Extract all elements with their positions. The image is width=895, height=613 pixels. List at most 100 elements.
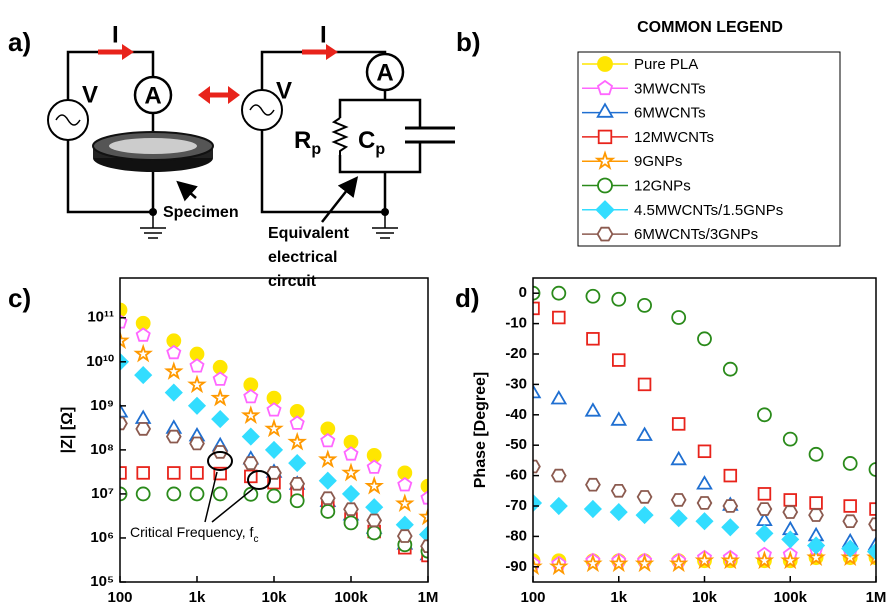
resistor-subscript: p xyxy=(311,141,321,158)
marker xyxy=(187,396,207,415)
marker xyxy=(755,524,774,543)
marker xyxy=(721,518,740,537)
marker xyxy=(166,486,182,502)
marker xyxy=(552,310,566,325)
y-tick-label: -30 xyxy=(505,375,527,392)
y-tick-label: 10¹⁰ xyxy=(86,353,114,370)
y-axis-label: |Z| [Ω] xyxy=(59,407,76,454)
marker xyxy=(135,422,152,436)
marker xyxy=(669,509,688,528)
marker xyxy=(164,383,183,402)
current-label: I xyxy=(320,21,327,48)
marker xyxy=(212,486,228,502)
resistor-symbol: R xyxy=(294,127,311,154)
marker xyxy=(696,475,713,490)
marker xyxy=(189,436,205,451)
marker xyxy=(289,476,306,491)
marker xyxy=(636,490,653,504)
y-tick-label: -90 xyxy=(505,558,527,575)
marker xyxy=(757,487,772,501)
resistor-label: Rp xyxy=(294,127,321,158)
marker xyxy=(318,471,337,490)
marker xyxy=(583,553,603,573)
marker xyxy=(695,512,714,531)
legend-title: COMMON LEGEND xyxy=(637,19,783,36)
panel-label: c) xyxy=(8,283,31,313)
source-label: V xyxy=(276,77,292,104)
marker xyxy=(187,374,207,394)
marker xyxy=(634,553,655,573)
marker xyxy=(212,371,228,386)
marker xyxy=(166,344,182,360)
marker xyxy=(533,383,542,399)
capacitor-subscript: p xyxy=(375,141,385,158)
legend-label: 12MWCNTs xyxy=(634,129,714,146)
marker xyxy=(343,446,359,461)
marker xyxy=(341,484,361,503)
meter-label: A xyxy=(144,82,161,109)
marker xyxy=(420,478,428,494)
x-tick-label: 100k xyxy=(774,589,808,606)
marker xyxy=(783,493,798,507)
marker xyxy=(597,56,613,72)
x-tick-label: 10k xyxy=(692,589,718,606)
marker xyxy=(120,330,130,350)
marker xyxy=(134,366,153,385)
equivalent-label: electrical xyxy=(268,249,337,266)
marker xyxy=(210,387,230,407)
marker xyxy=(366,459,382,474)
marker xyxy=(551,285,567,301)
marker xyxy=(120,403,129,418)
equivalent-label: Equivalent xyxy=(268,225,350,242)
y-tick-label: -80 xyxy=(505,527,527,544)
marker xyxy=(189,486,205,502)
marker xyxy=(120,416,128,431)
marker xyxy=(583,499,602,519)
marker xyxy=(697,444,712,459)
plot-area xyxy=(120,302,428,563)
marker xyxy=(723,468,738,483)
marker xyxy=(609,503,628,522)
marker xyxy=(597,177,613,194)
legend-box xyxy=(577,51,841,247)
marker xyxy=(135,486,151,502)
marker xyxy=(585,288,601,304)
marker xyxy=(533,459,541,474)
source-label: V xyxy=(82,81,98,108)
marker xyxy=(418,525,428,544)
marker xyxy=(671,417,686,431)
marker xyxy=(242,456,259,471)
marker xyxy=(395,493,415,512)
marker xyxy=(366,525,382,541)
marker xyxy=(808,508,824,522)
marker xyxy=(211,410,230,429)
marker xyxy=(318,449,338,468)
y-tick-label: 10⁷ xyxy=(91,485,114,502)
marker xyxy=(595,200,615,220)
x-tick-label: 1k xyxy=(610,589,627,606)
y-tick-label: -10 xyxy=(505,315,527,332)
marker xyxy=(866,542,876,561)
circuit-left: I V A Specimen xyxy=(47,21,239,239)
marker xyxy=(842,456,858,471)
x-tick-label: 100k xyxy=(334,589,368,606)
marker xyxy=(610,411,628,426)
x-tick-label: 100 xyxy=(107,589,132,606)
panel-label: b) xyxy=(456,27,481,57)
annotation-subscript: c xyxy=(253,534,258,545)
marker xyxy=(584,402,602,417)
legend-label: 6MWCNTs xyxy=(634,105,706,122)
y-tick-label: 10⁸ xyxy=(90,441,114,458)
marker xyxy=(671,310,687,325)
y-tick-label: -60 xyxy=(505,467,527,484)
marker xyxy=(807,536,826,555)
y-tick-label: -70 xyxy=(505,497,527,514)
marker xyxy=(841,539,860,558)
marker xyxy=(244,469,258,484)
marker xyxy=(585,477,601,492)
marker xyxy=(637,377,652,392)
y-tick-label: 10⁵ xyxy=(90,573,114,590)
marker xyxy=(167,466,181,480)
marker xyxy=(843,499,857,513)
